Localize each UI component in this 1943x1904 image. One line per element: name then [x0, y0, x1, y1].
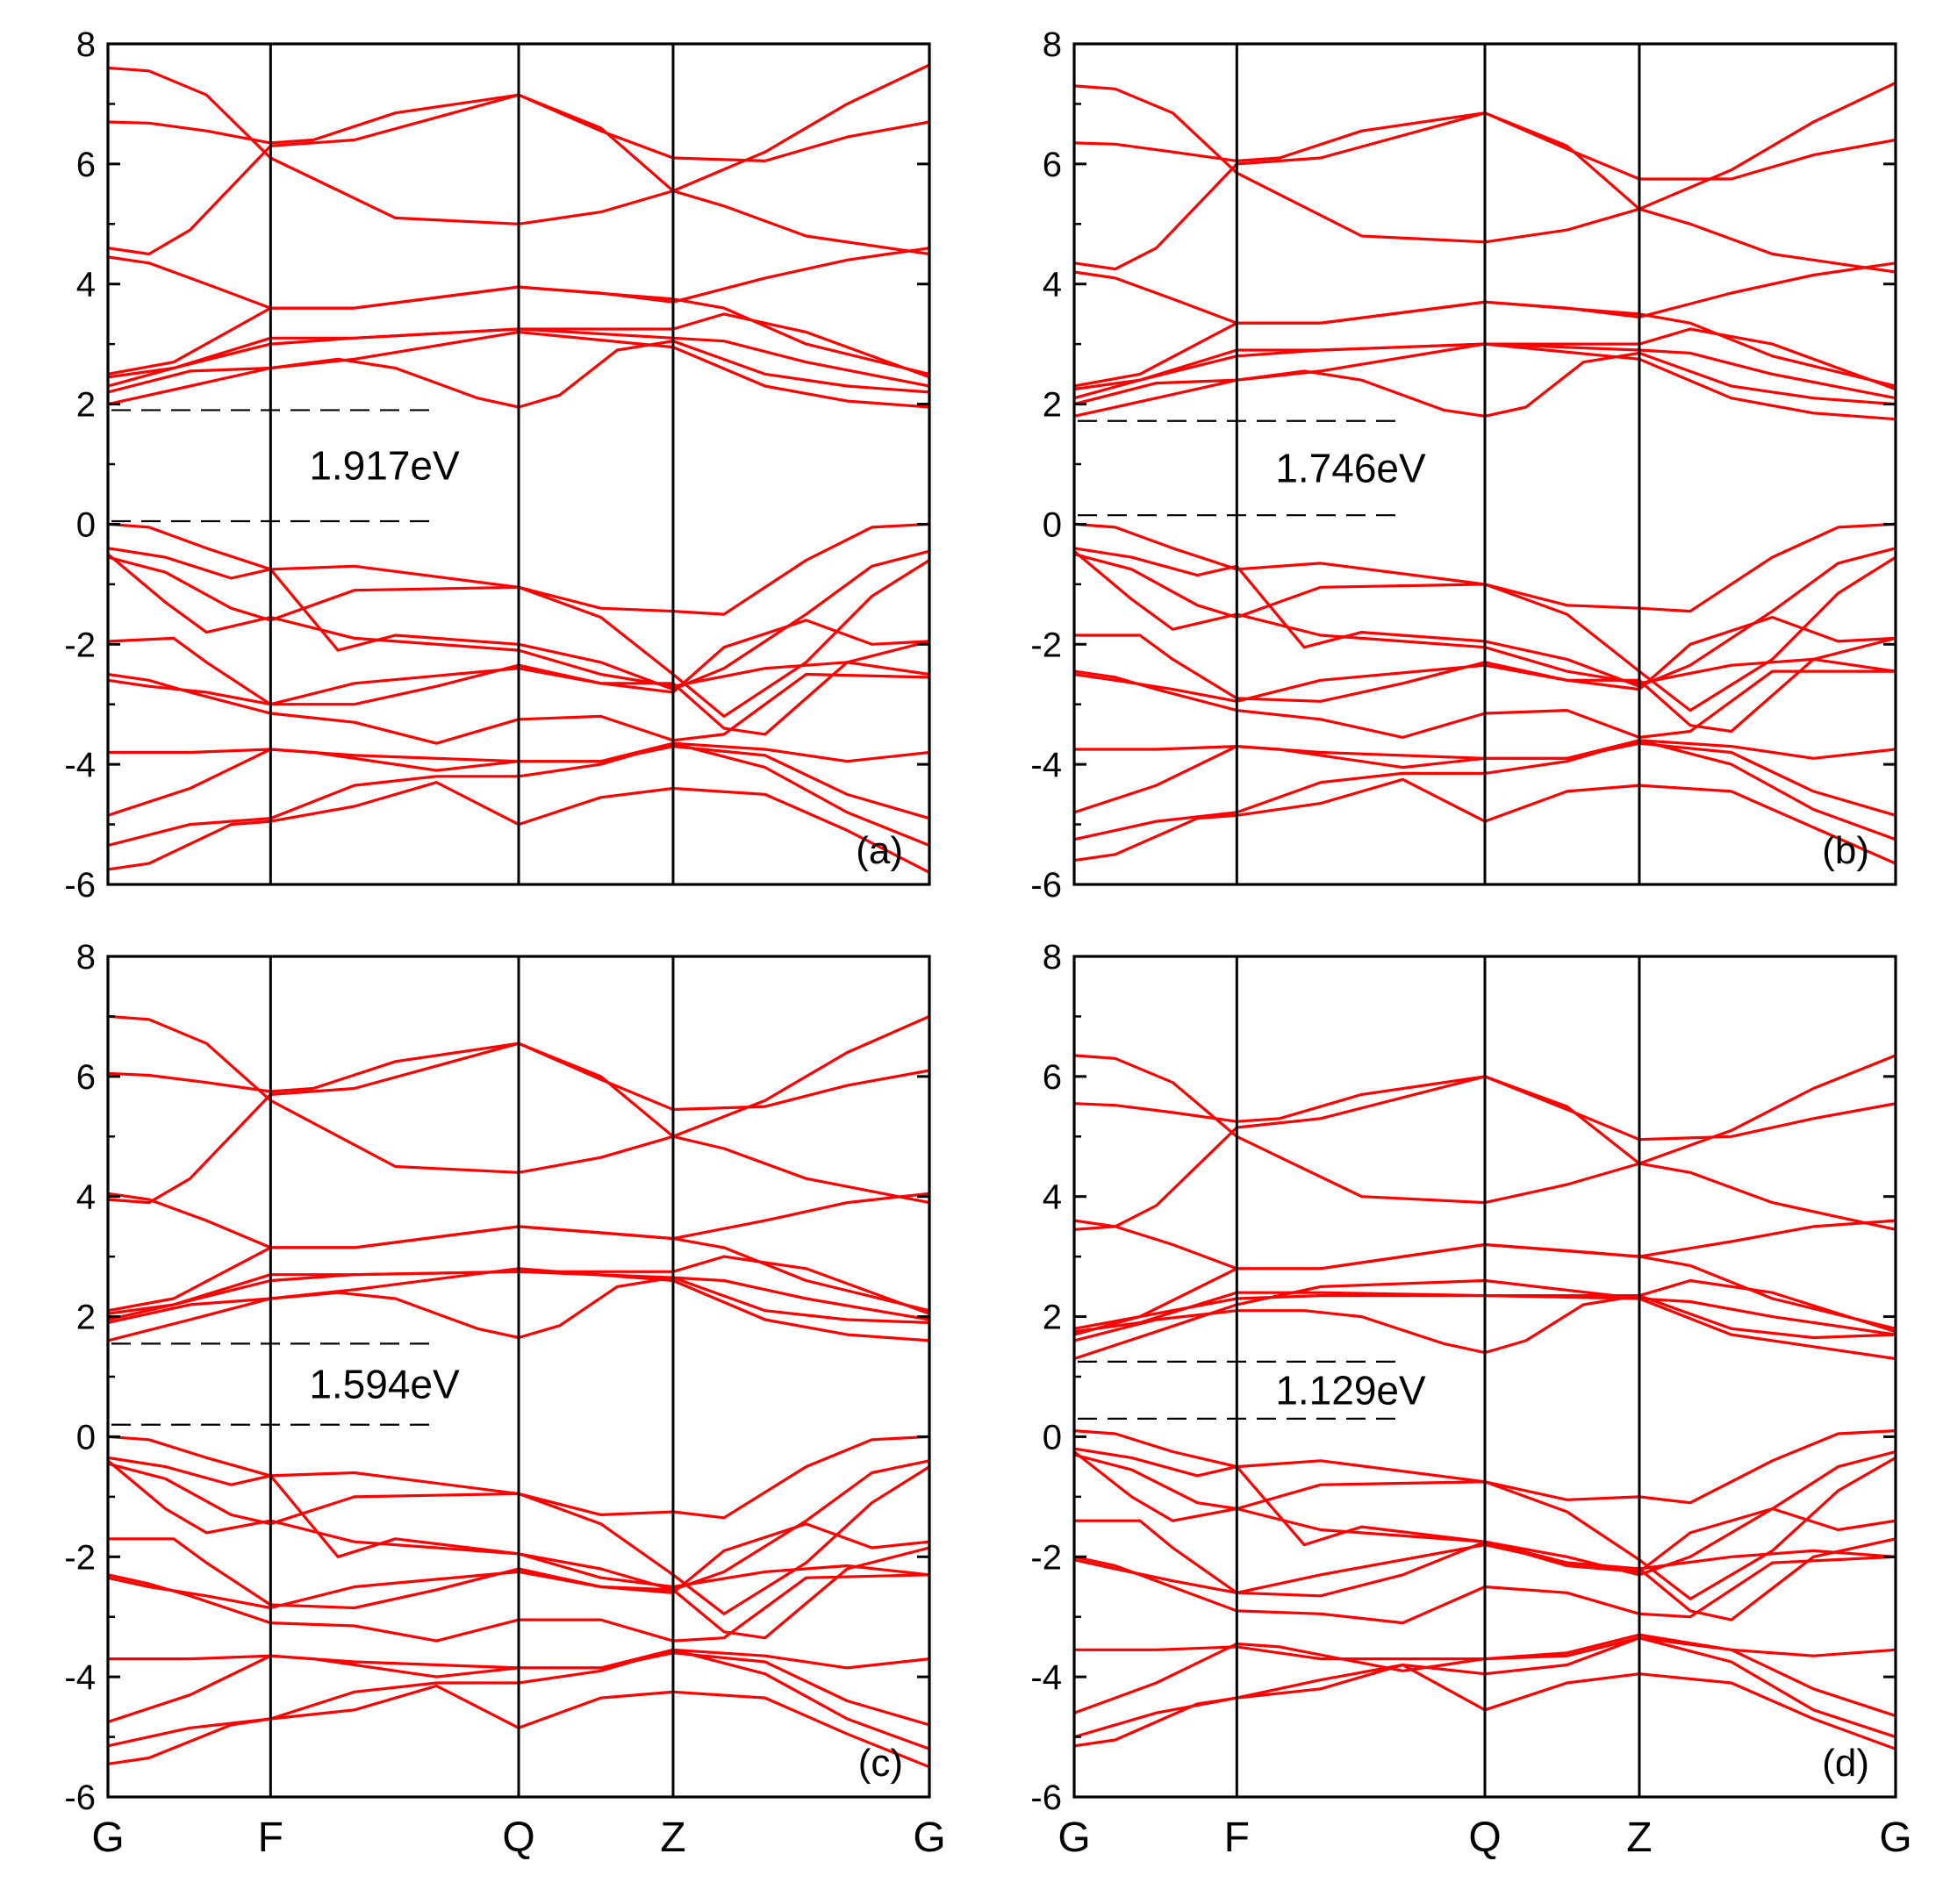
y-tick-label: 4 [76, 1178, 96, 1217]
kpoint-label-g: G [913, 1815, 945, 1861]
y-tick-label: 2 [1043, 386, 1062, 425]
y-tick-label: 6 [76, 146, 96, 184]
y-tick-label: 2 [76, 1299, 96, 1337]
band-line-16 [107, 1546, 930, 1640]
band-line-2 [107, 1041, 930, 1112]
band-gap-label: 1.746eV [1275, 445, 1426, 490]
kpoint-label-g: G [1879, 1815, 1911, 1861]
y-tick-label: -4 [64, 746, 96, 784]
band-line-20 [1073, 777, 1896, 865]
y-tick-label: 6 [1043, 146, 1062, 184]
kpoint-label-q: Q [502, 1815, 534, 1861]
y-tick-label: 6 [76, 1058, 96, 1097]
band-line-16 [1073, 1537, 1896, 1621]
y-tick-label: -6 [1030, 866, 1062, 905]
kpoint-label-f: F [1224, 1815, 1250, 1861]
y-tick-label: 8 [1043, 25, 1062, 64]
y-tick-label: 4 [1043, 266, 1062, 304]
band-line-10 [107, 1435, 930, 1520]
panel-tag: (b) [1822, 829, 1869, 872]
y-tick-label: 8 [76, 938, 96, 977]
y-tick-label: -4 [1030, 1658, 1062, 1697]
band-line-20 [107, 781, 930, 874]
band-line-16 [1073, 636, 1896, 734]
band-line-10 [1073, 1429, 1896, 1505]
y-tick-label: 2 [76, 386, 96, 425]
y-tick-label: -6 [1030, 1779, 1062, 1817]
y-tick-label: -2 [1030, 1538, 1062, 1577]
panel-a: 8 6 4 2 0 -2 -4 -6 1.917eV (a) [64, 25, 931, 905]
y-tick-label: 4 [1043, 1178, 1062, 1217]
band-line-20 [107, 1684, 930, 1769]
y-tick-label: -6 [64, 866, 96, 905]
y-tick-label: -2 [64, 1538, 96, 1577]
band-line-15 [107, 1573, 930, 1643]
y-tick-label: 8 [76, 25, 96, 64]
kpoint-label-f: F [258, 1815, 283, 1861]
kpoint-label-z: Z [660, 1815, 685, 1861]
band-line-12 [1073, 553, 1896, 712]
y-tick-label: 0 [1043, 1418, 1062, 1457]
band-line-10 [107, 522, 930, 616]
y-tick-label: -2 [1030, 626, 1062, 664]
band-gap-label: 1.129eV [1275, 1367, 1426, 1413]
band-line-17 [1074, 1633, 1896, 1661]
band-line-2 [1073, 1075, 1896, 1142]
panel-tag: (c) [858, 1742, 903, 1785]
panel-b: 8 6 4 2 0 -2 -4 -6 1.746eV (b) [1030, 25, 1897, 905]
y-tick-label: 8 [1043, 938, 1062, 977]
band-line-12 [1073, 1453, 1896, 1600]
band-line-20 [1073, 1663, 1896, 1750]
y-tick-label: -4 [1030, 746, 1062, 784]
band-line-15 [1073, 1555, 1896, 1625]
kpoint-label-g: G [91, 1815, 124, 1861]
kpoint-label-z: Z [1626, 1815, 1652, 1861]
y-tick-label: 4 [76, 266, 96, 304]
y-tick-label: -2 [64, 626, 96, 664]
y-tick-label: -6 [64, 1779, 96, 1817]
band-line-12 [107, 1462, 930, 1615]
y-tick-label: 0 [76, 505, 96, 544]
y-tick-label: 0 [1043, 505, 1062, 544]
band-line-15 [1073, 669, 1896, 739]
panel-tag: (a) [856, 829, 903, 872]
y-tick-label: -4 [64, 1658, 96, 1697]
band-line-12 [107, 555, 930, 718]
band-line-10 [1073, 522, 1896, 613]
y-tick-label: 6 [1043, 1058, 1062, 1097]
band-gap-label: 1.917eV [309, 443, 460, 489]
panel-tag: (d) [1822, 1742, 1869, 1785]
band-line-2 [1073, 111, 1896, 181]
band-line-2 [107, 93, 930, 162]
band-gap-label: 1.594eV [309, 1362, 460, 1407]
band-line-16 [107, 640, 930, 736]
kpoint-label-q: Q [1468, 1815, 1501, 1861]
y-tick-label: 0 [76, 1418, 96, 1457]
kpoint-label-g: G [1058, 1815, 1090, 1861]
y-tick-label: 2 [1043, 1299, 1062, 1337]
